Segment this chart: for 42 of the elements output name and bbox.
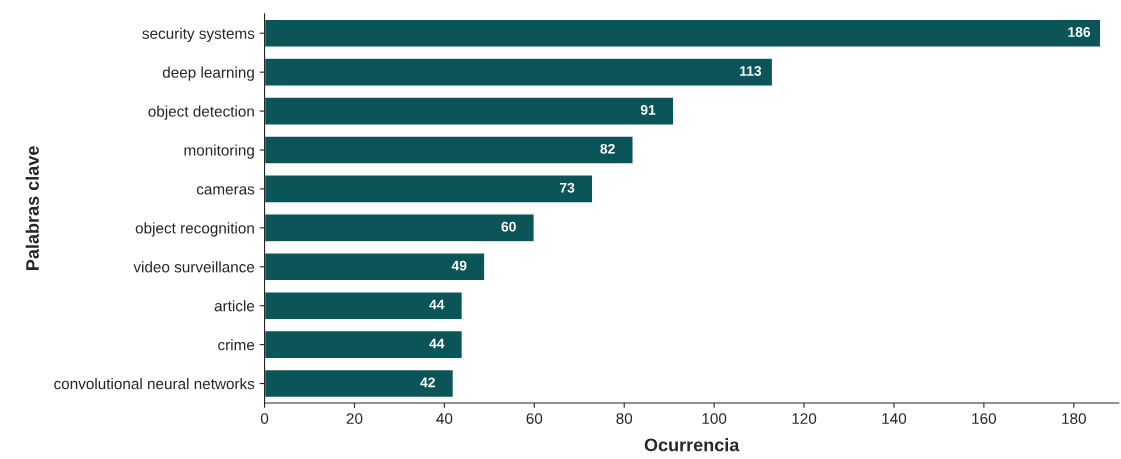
data-label: 186 [1068,27,1091,37]
y-tick-label: object recognition [135,222,254,237]
bar [264,368,455,399]
bar [264,213,535,243]
x-tick-label: 20 [346,413,363,424]
y-tick-label: object detection [148,105,254,120]
x-tick-label: 40 [436,413,453,424]
bar [264,18,1102,48]
y-tick-label: security systems [142,27,255,42]
y-tick-label: deep learning [162,66,254,81]
y-tick-label: convolutional neural networks [54,378,255,390]
x-tick-label: 180 [1062,413,1086,424]
bar [264,329,464,360]
y-tick-label: monitoring [184,144,254,159]
x-tick-label: 140 [882,413,907,424]
data-label: 44 [429,338,445,349]
bar [264,135,634,165]
x-tick-label: 60 [526,413,543,424]
bar [264,252,486,282]
y-tick-label: crime [218,339,255,351]
bar [264,290,464,321]
x-axis-title: Ocurrencia [644,438,740,452]
data-label: 42 [420,377,435,388]
x-tick-label: 100 [702,413,727,424]
bar [264,57,774,87]
y-tick-label: video surveillance [133,261,255,273]
x-tick-label: 80 [616,413,633,424]
y-axis-title: Palabras clave [25,146,39,270]
x-tick-label: 120 [792,413,817,424]
y-tick-label: article [214,300,255,312]
data-label: 82 [600,143,615,154]
bar [264,174,594,204]
data-label: 60 [501,221,516,232]
bar [264,96,675,126]
x-tick-label: 160 [972,413,997,424]
y-tick-label: cameras [196,186,255,195]
data-label: 91 [640,104,656,115]
x-tick-label: 0 [260,413,269,424]
data-label: 73 [560,182,575,193]
data-label: 113 [740,66,762,76]
data-label: 49 [451,260,467,271]
data-label: 44 [429,299,445,310]
